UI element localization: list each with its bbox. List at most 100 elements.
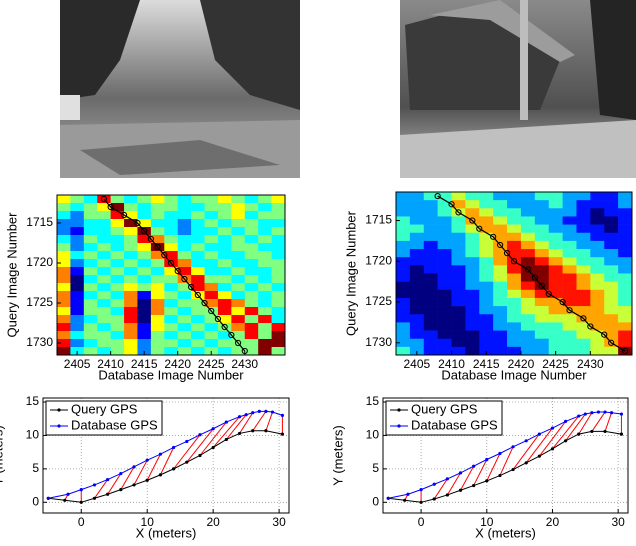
heatmap-cell <box>258 307 272 316</box>
heatmap-cell <box>618 200 633 209</box>
heatmap-cell <box>57 307 71 316</box>
heatmap-cell <box>590 306 605 315</box>
heatmap-cell <box>396 257 411 266</box>
y-tick-label: 5 <box>372 461 379 475</box>
heatmap-cell <box>590 338 605 348</box>
heatmap-cell <box>57 259 71 268</box>
heatmap-cell <box>520 224 536 234</box>
match-point <box>524 266 531 273</box>
heatmap-cell <box>451 200 466 209</box>
match-point <box>174 267 181 275</box>
series-point <box>119 471 123 476</box>
heatmap-cell <box>191 211 205 220</box>
heatmap-cell <box>137 291 152 300</box>
match-point <box>510 258 518 265</box>
heatmap-cell <box>479 249 494 258</box>
heatmap-cell <box>137 331 152 340</box>
heatmap-cell <box>618 257 633 266</box>
match-line <box>446 472 461 496</box>
heatmap-cell <box>110 227 125 236</box>
heatmap-cell <box>437 232 452 242</box>
x-tick-label: 2405 <box>403 357 430 371</box>
heatmap-cell <box>150 195 165 204</box>
heatmap-cell <box>493 346 508 356</box>
series-point <box>619 432 624 436</box>
heatmap-cell <box>548 289 563 299</box>
heatmap-cell <box>70 267 85 276</box>
heatmap-cell <box>520 297 536 307</box>
heatmap-cell <box>437 200 452 209</box>
series-point <box>185 460 189 464</box>
heatmap-cell <box>177 219 192 228</box>
heatmap-cell <box>124 315 138 324</box>
heatmap-cell <box>604 289 619 299</box>
heatmap-cell <box>479 208 494 217</box>
heatmap-cell <box>244 235 259 244</box>
y-axis-label: Query Image Number <box>4 212 19 338</box>
heatmap-cell <box>258 259 272 268</box>
heatmap-cell <box>576 224 591 234</box>
heatmap-cell <box>110 219 125 228</box>
heatmap-cell <box>562 297 577 307</box>
heatmap-cell <box>177 283 192 292</box>
heatmap-cell <box>110 323 125 332</box>
heatmap-cell <box>618 273 633 282</box>
legend-marker <box>397 424 401 428</box>
heatmap-cell <box>191 339 205 348</box>
heatmap-cell <box>493 216 508 225</box>
heatmap-cell <box>520 200 536 209</box>
heatmap-cell <box>493 257 508 266</box>
heatmap-cell <box>217 339 232 348</box>
match-point <box>167 259 175 267</box>
heatmap-cell <box>451 338 466 348</box>
series-point <box>445 477 449 481</box>
match-path <box>437 195 626 352</box>
heatmap-cell <box>437 216 452 225</box>
heatmap-cell <box>604 192 619 201</box>
heatmap-cell <box>423 322 438 331</box>
heatmap-cell <box>465 249 480 258</box>
heatmap-cell <box>507 338 522 348</box>
heatmap-cell <box>520 306 536 315</box>
heatmap-cell <box>231 227 246 236</box>
heatmap-cell <box>507 208 522 217</box>
heatmap-cell <box>520 208 536 217</box>
heatmap-cell <box>150 259 165 268</box>
match-line <box>94 479 109 499</box>
heatmap-cell <box>590 273 605 282</box>
series-point <box>458 488 463 492</box>
heatmap-cell <box>244 195 259 204</box>
heatmap-cell <box>137 283 152 292</box>
heatmap-cell <box>217 331 232 340</box>
heatmap-cell <box>271 299 286 308</box>
heatmap-cell <box>590 297 605 307</box>
heatmap-cell <box>217 307 232 316</box>
match-line <box>525 427 553 464</box>
heatmap-cell <box>110 283 125 292</box>
heatmap-cell <box>576 297 591 307</box>
heatmap-cell <box>97 251 111 260</box>
heatmap-cell <box>520 314 536 323</box>
heatmap-cell <box>604 306 619 315</box>
heatmap-cell <box>423 224 438 234</box>
heatmap-cell <box>57 291 71 300</box>
heatmap-cell <box>396 338 411 348</box>
heatmap-cell <box>520 273 536 282</box>
heatmap-cell <box>57 331 71 340</box>
heatmap-cell <box>137 275 152 284</box>
x-axis-label: X (meters) <box>136 525 197 540</box>
heatmap-cell <box>479 330 494 339</box>
heatmap-cell <box>177 339 192 348</box>
heatmap-cell <box>204 219 219 228</box>
heatmap-cell <box>423 200 438 209</box>
heatmap-cell <box>507 249 522 258</box>
heatmap-cell <box>479 322 494 331</box>
heatmap-cell <box>618 232 633 242</box>
heatmap-cell <box>217 211 232 220</box>
heatmap-cell <box>244 331 259 340</box>
heatmap-cell <box>465 281 480 291</box>
match-point <box>107 203 114 211</box>
heatmap-cell <box>124 307 138 316</box>
heatmap-cell <box>437 240 452 250</box>
series-point <box>280 413 285 417</box>
